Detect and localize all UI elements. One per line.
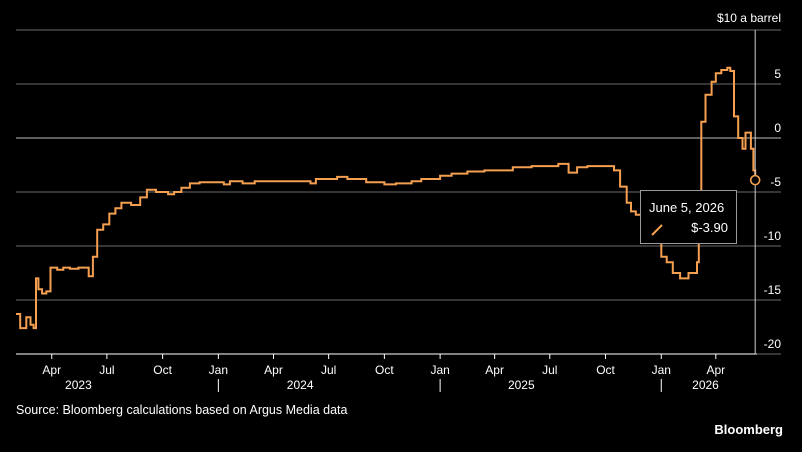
year-label: 2025 <box>508 378 535 392</box>
year-label: 2024 <box>287 378 314 392</box>
x-tick-label: Apr <box>485 363 504 377</box>
x-tick-label: Apr <box>264 363 283 377</box>
x-tick-label: Jan <box>652 363 671 377</box>
y-tick-label: -15 <box>764 283 782 297</box>
tooltip-value: $-3.90 <box>691 220 728 235</box>
data-tooltip: June 5, 2026 $-3.90 <box>640 190 737 244</box>
x-axis: Apr Jul Oct Jan Apr Jul Oct Jan Apr Jul Oct Jan Apr2… <box>16 353 757 392</box>
x-tick-label: Jan <box>209 363 228 377</box>
y-tick-label: 0 <box>774 121 781 135</box>
x-tick-label: Jul <box>99 363 114 377</box>
line-series-icon <box>651 224 663 236</box>
x-tick-label: Oct <box>153 363 172 377</box>
x-tick-label: Apr <box>706 363 725 377</box>
x-tick-label: Oct <box>596 363 615 377</box>
x-tick-label: Oct <box>375 363 394 377</box>
y-tick-label: 5 <box>774 67 781 81</box>
year-label: 2026 <box>692 378 719 392</box>
y-tick-label: -10 <box>764 229 782 243</box>
bloomberg-logo: Bloomberg <box>714 422 783 437</box>
x-tick-label: Jan <box>430 363 449 377</box>
hover-point <box>749 174 761 186</box>
source-note: Source: Bloomberg calculations based on … <box>16 403 348 417</box>
y-tick-label: -5 <box>770 175 781 189</box>
x-tick-label: Apr <box>42 363 61 377</box>
year-label: 2023 <box>65 378 92 392</box>
y-axis-labels: 5 0 -5 -10 -15 -20 <box>764 67 782 351</box>
tooltip-date: June 5, 2026 <box>649 200 725 215</box>
y-axis-unit-label: $10 a barrel <box>717 11 781 25</box>
y-tick-label: -20 <box>764 337 782 351</box>
x-tick-label: Jul <box>542 363 557 377</box>
x-tick-label: Jul <box>321 363 336 377</box>
